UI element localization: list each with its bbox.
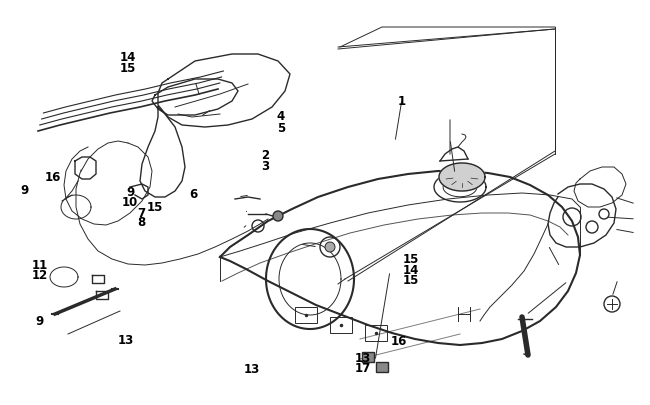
Text: 15: 15 — [402, 274, 419, 287]
Text: 4: 4 — [277, 110, 285, 123]
Polygon shape — [439, 164, 485, 192]
Text: 9: 9 — [21, 184, 29, 197]
Text: 2: 2 — [261, 148, 269, 161]
Text: 16: 16 — [45, 171, 62, 184]
Text: 9: 9 — [126, 185, 134, 198]
Text: 11: 11 — [32, 258, 49, 271]
Text: 5: 5 — [277, 122, 285, 134]
Text: 15: 15 — [146, 201, 163, 214]
Text: 10: 10 — [122, 195, 138, 208]
Text: 7: 7 — [138, 207, 146, 220]
Text: 17: 17 — [355, 361, 370, 374]
Text: 13: 13 — [118, 333, 135, 346]
Circle shape — [325, 243, 335, 252]
Text: 14: 14 — [402, 263, 419, 276]
Text: 12: 12 — [32, 268, 49, 281]
Circle shape — [273, 211, 283, 222]
Text: 14: 14 — [119, 51, 136, 64]
FancyBboxPatch shape — [376, 362, 388, 372]
Text: 13: 13 — [355, 351, 370, 364]
Text: 13: 13 — [244, 362, 261, 375]
Text: 8: 8 — [138, 215, 146, 228]
Text: 9: 9 — [35, 314, 43, 327]
Text: 3: 3 — [261, 160, 269, 173]
Text: 15: 15 — [402, 253, 419, 266]
Text: 6: 6 — [190, 187, 198, 200]
FancyBboxPatch shape — [362, 352, 374, 362]
Text: 15: 15 — [119, 62, 136, 75]
Text: 16: 16 — [391, 334, 408, 347]
Text: 1: 1 — [398, 95, 406, 108]
